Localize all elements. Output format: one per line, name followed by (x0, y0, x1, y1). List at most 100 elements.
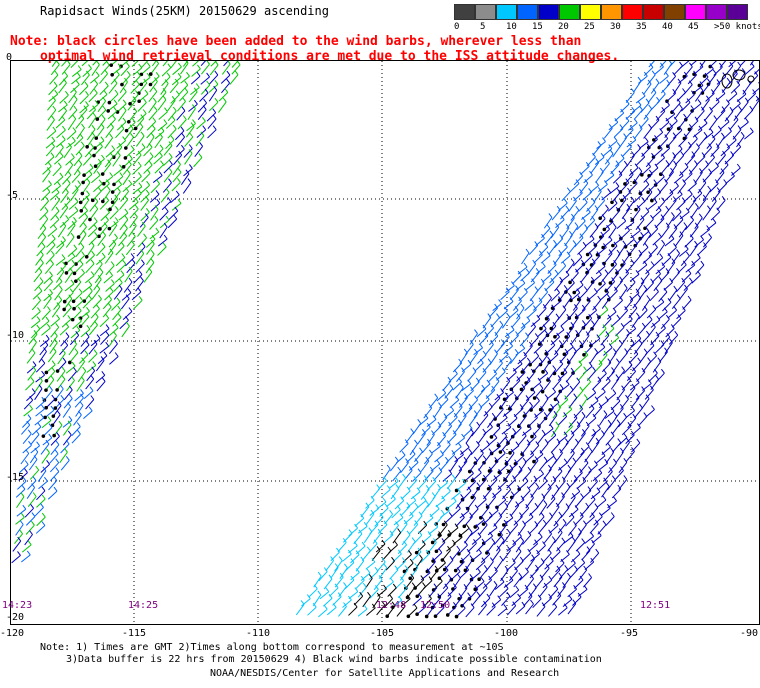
wind-barb (83, 410, 93, 420)
wind-barb (409, 506, 419, 517)
wind-barb-feather (69, 288, 74, 293)
wind-barb-feather (726, 99, 730, 104)
wind-barb (448, 373, 458, 383)
wind-barb (75, 246, 85, 258)
wind-barb-feather (722, 150, 726, 156)
wind-barb-feather (461, 433, 466, 439)
wind-barb (27, 480, 37, 490)
wind-barb-feather (33, 455, 38, 460)
wind-barb (477, 499, 487, 508)
wind-barb (92, 298, 102, 309)
wind-barb-feather (114, 339, 118, 345)
wind-barb-feather (432, 557, 436, 563)
wind-barb (401, 490, 411, 500)
wind-barb-feather (406, 594, 411, 600)
wind-barb-feather (42, 466, 47, 472)
wind-barb (702, 189, 712, 202)
wind-barb (689, 120, 699, 130)
wind-barb (83, 167, 94, 176)
wind-barb-feather (68, 415, 73, 421)
wind-barb (417, 433, 426, 445)
wind-barb-feather (151, 234, 156, 240)
wind-barb-feather (610, 512, 615, 517)
wind-barb (100, 212, 110, 222)
wind-barb (191, 68, 201, 77)
wind-barb-feather (549, 424, 554, 429)
wind-barb-feather (71, 361, 76, 367)
wind-barb (471, 536, 482, 545)
wind-barb-feather (90, 143, 94, 148)
wind-barb-feather (185, 61, 189, 64)
wind-barb-feather (168, 153, 173, 158)
wind-barb-feather (528, 592, 533, 597)
wind-barb (385, 560, 395, 571)
wind-barb-feather (515, 441, 520, 447)
wind-barb-feather (44, 207, 49, 212)
wind-barb (592, 472, 603, 482)
wind-barb-feather (600, 152, 605, 158)
wind-barb-feather (506, 591, 511, 597)
wind-barb-feather (425, 456, 430, 462)
wind-barb-feather (576, 288, 581, 293)
wind-barb (489, 584, 498, 597)
wind-barb-feather (400, 576, 405, 582)
wind-barb-feather (463, 583, 468, 589)
wind-barb (615, 451, 624, 464)
wind-barb-feather (584, 224, 588, 229)
wind-barb (459, 397, 468, 408)
wind-barb (476, 542, 486, 553)
contamination-circle (610, 200, 614, 205)
wind-barb-feather (148, 143, 153, 148)
wind-barb (736, 135, 745, 148)
wind-barb (51, 199, 60, 211)
wind-barb (608, 227, 617, 239)
wind-barb-feather (703, 131, 708, 137)
wind-barb (141, 66, 151, 75)
wind-barb-feather (559, 359, 564, 365)
contamination-circle (459, 559, 464, 564)
wind-barb-feather (86, 190, 90, 195)
wind-barb-feather (464, 540, 468, 546)
wind-barb-feather (464, 393, 468, 398)
wind-barb-feather (32, 476, 37, 481)
colorbar-label: 10 (506, 22, 517, 32)
wind-barb-feather (62, 357, 67, 363)
wind-barb (530, 400, 540, 411)
wind-barb (558, 246, 568, 257)
wind-barb-feather (428, 403, 433, 409)
wind-barb-feather (510, 388, 514, 393)
wind-barb-feather (55, 440, 60, 446)
wind-barb (635, 156, 646, 166)
wind-barb (438, 587, 449, 598)
wind-barb-feather (447, 376, 452, 382)
contamination-circle (415, 594, 420, 599)
contamination-circle (634, 207, 638, 212)
wind-barb (618, 310, 628, 320)
wind-barb (459, 527, 470, 537)
wind-barb (755, 97, 759, 102)
wind-barb (602, 239, 613, 248)
wind-barb-feather (556, 438, 561, 444)
wind-barb-feather (202, 125, 207, 130)
wind-barb-feather (84, 81, 89, 87)
wind-barb (87, 228, 98, 238)
wind-barb-feather (162, 242, 167, 248)
wind-barb (119, 319, 129, 330)
wind-barb-feather (184, 80, 189, 86)
wind-barb (446, 478, 456, 490)
wind-barb-feather (692, 195, 697, 200)
wind-barb (464, 390, 474, 400)
wind-barb-feather (661, 262, 666, 267)
wind-barb (34, 507, 44, 517)
wind-barb (501, 380, 511, 392)
wind-barb (695, 110, 705, 121)
contamination-circle (100, 172, 105, 176)
wind-barb (439, 399, 449, 409)
wind-speed-colorbar (454, 4, 748, 20)
wind-barb (536, 266, 546, 275)
wind-barb-feather (214, 61, 219, 66)
wind-barb-feather (626, 328, 630, 334)
wind-barb (78, 233, 87, 246)
wind-barb-feather (588, 188, 592, 193)
contamination-circle (541, 370, 545, 374)
